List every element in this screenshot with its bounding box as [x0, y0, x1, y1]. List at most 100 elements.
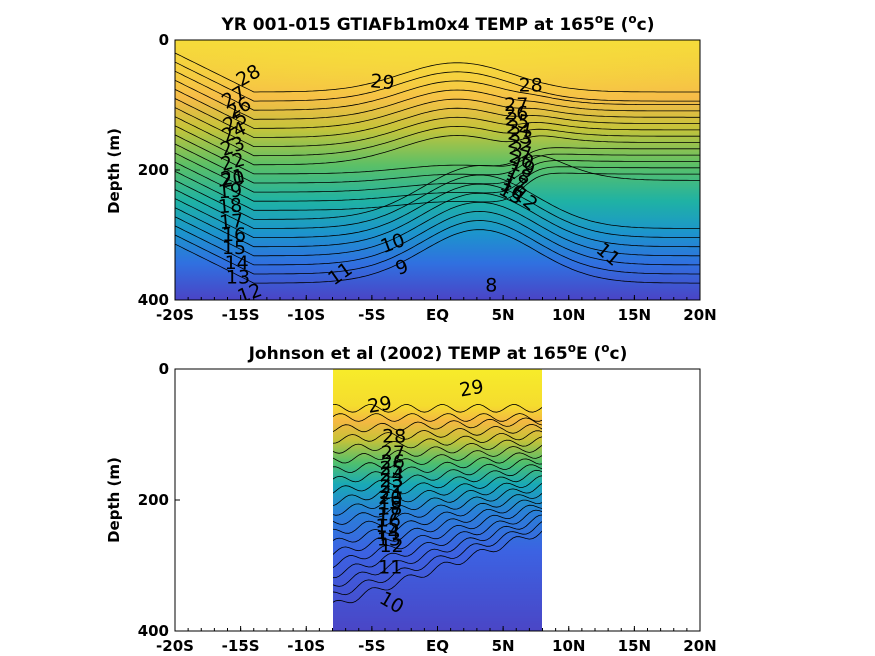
bottom-contour-label: 18: [378, 498, 402, 520]
top-contour-line: [175, 98, 700, 138]
bottom-x-tick-label: 20N: [683, 637, 716, 655]
top-contour-line: [175, 152, 700, 193]
bottom-contour-label: 20: [378, 487, 402, 509]
bottom-y-tick-label: 400: [138, 622, 169, 640]
bottom-contour-line: [333, 452, 542, 483]
bottom-contour-line: [333, 458, 542, 494]
top-x-tick-label: 5N: [492, 306, 515, 324]
top-contour-line: [175, 107, 700, 147]
bottom-contour-line: [333, 417, 542, 433]
bottom-contour-label: 22: [379, 476, 403, 498]
bottom-x-tick-label: -5S: [358, 637, 385, 655]
bottom-contour-line: [333, 469, 542, 516]
top-contour-line: [175, 155, 700, 220]
top-contour-label: 20: [219, 167, 247, 193]
bottom-x-tick-label: -10S: [287, 637, 325, 655]
top-contour-line: [175, 229, 700, 284]
bottom-contour-label: 26: [381, 451, 405, 473]
bottom-contour-line: [333, 482, 542, 534]
bottom-contour-label: 16: [377, 509, 401, 531]
bottom-contour-line: [333, 403, 542, 413]
bottom-contour-label: 28: [382, 425, 406, 447]
top-contour-label: 13: [226, 266, 250, 288]
top-contour-line: [175, 143, 700, 184]
bottom-contour-line: [333, 444, 542, 473]
top-contour-label: 26: [504, 102, 528, 124]
top-contour-label: 24: [505, 116, 533, 142]
bottom-contour-line: [333, 464, 542, 507]
top-contour-label: 28: [519, 75, 543, 97]
top-x-tick-label: -5S: [358, 306, 385, 324]
top-contour-label: 15: [222, 237, 246, 259]
bottom-contour-line: [333, 492, 542, 543]
bottom-contour-label: 19: [378, 492, 402, 514]
top-x-tick-label: 20N: [683, 306, 716, 324]
bottom-y-axis-label: Depth (m): [105, 457, 123, 543]
bottom-contour-label: 15: [376, 515, 400, 537]
bottom-contour-line: [333, 521, 542, 596]
bottom-x-tick-label: -15S: [222, 637, 260, 655]
top-y-tick-label: 0: [159, 31, 169, 49]
top-contour-line: [175, 70, 700, 111]
top-contour-line: [175, 134, 700, 175]
bottom-x-tick-label: -20S: [156, 637, 194, 655]
bottom-contour-label: 13: [377, 528, 401, 550]
top-contour-line: [175, 201, 700, 257]
top-contour-line: [175, 192, 700, 248]
top-contour-line: [175, 161, 700, 202]
bottom-x-axis: -20S -15S -10S -5S EQ 5N 10N 15N 20N: [156, 626, 717, 655]
top-contour-label: 14: [225, 252, 249, 274]
bottom-contour-labels: 29 29 282726252423222120191817161514131211…: [366, 376, 486, 619]
top-y-axis: 0 200 400: [138, 31, 180, 309]
top-contour-line: [175, 52, 700, 93]
top-contour-line: [175, 116, 700, 157]
bottom-panel: Johnson et al (2002) TEMP at 165oE (oc) …: [105, 341, 717, 655]
top-contour-line: [175, 79, 700, 120]
top-y-tick-label: 400: [138, 291, 169, 309]
bottom-heatmap: 29 29 282726252423222120191817161514131211…: [333, 369, 542, 631]
bottom-contour-line: [333, 499, 542, 555]
top-contour-label: 16: [222, 224, 246, 246]
top-contour-label: 19: [217, 179, 243, 203]
bottom-x-tick-label: 5N: [492, 637, 515, 655]
bottom-contour-label: 29: [366, 392, 394, 418]
top-x-tick-label: 15N: [618, 306, 651, 324]
top-contour-label: 21: [219, 165, 247, 191]
top-contour-line: [175, 220, 700, 275]
bottom-x-tick-label: 10N: [552, 637, 585, 655]
bottom-title: Johnson et al (2002) TEMP at 165oE (oc): [248, 341, 628, 364]
bottom-contour-line: [333, 424, 542, 444]
bottom-contour-label: 24: [379, 464, 403, 486]
bottom-contour-line: [333, 430, 542, 454]
bottom-contour-label: 29: [458, 376, 486, 402]
bottom-contour-line: [333, 475, 542, 525]
bottom-x-tick-label: 15N: [618, 637, 651, 655]
top-contour-line: [175, 125, 700, 166]
top-x-tick-label: EQ: [426, 306, 449, 324]
top-contour-label: 25: [504, 108, 532, 134]
bottom-contour-label: 11: [378, 556, 402, 578]
top-contour-label: 12: [235, 279, 265, 308]
bottom-contour-line: [333, 514, 542, 587]
top-x-tick-label: 10N: [552, 306, 585, 324]
top-contour-lines: [175, 52, 700, 284]
top-x-axis: -20S -15S -10S -5S EQ 5N 10N 15N 20N: [156, 295, 717, 324]
top-x-tick-label: -20S: [156, 306, 194, 324]
bottom-x-tick-label: EQ: [426, 637, 449, 655]
top-contour-label: 8: [485, 275, 497, 297]
bottom-contour-lines: [333, 403, 542, 604]
top-contour-label: 17: [218, 210, 244, 234]
bottom-contour-label: 12: [379, 535, 403, 557]
bottom-y-axis: 0 200 400: [138, 360, 180, 640]
top-contour-line: [175, 89, 700, 129]
top-x-tick-label: -10S: [287, 306, 325, 324]
top-panel: YR 001-015 GTIAFb1m0x4 TEMP at 165oE (oc…: [105, 12, 717, 324]
top-contour-line: [175, 183, 700, 238]
bottom-contour-line: [333, 504, 542, 569]
bottom-y-tick-label: 0: [159, 360, 169, 378]
bottom-contour-label: 14: [376, 522, 400, 544]
bottom-contour-label: 17: [377, 503, 401, 525]
bottom-contour-line: [333, 509, 542, 579]
top-contour-label: 27: [504, 94, 528, 116]
